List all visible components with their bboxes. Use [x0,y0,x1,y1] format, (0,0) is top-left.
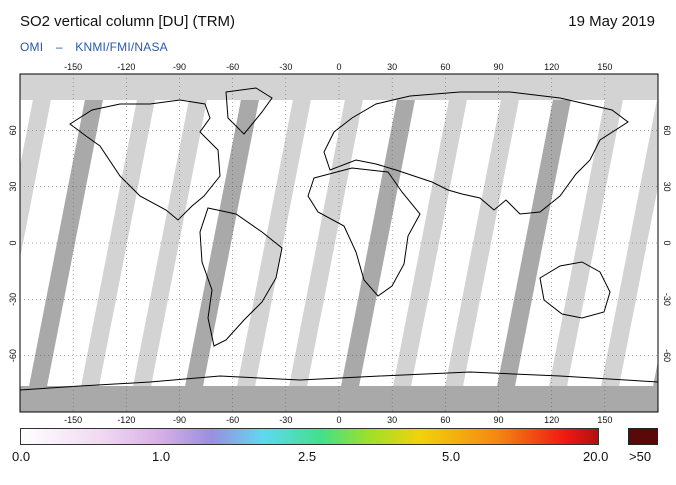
orbit-gap-swath [0,74,4,412]
scale-label-4: 20.0 [583,449,609,464]
overflow-color-box [628,428,658,445]
lon-tick-label-top: -30 [279,62,292,72]
color-scale-gradient [20,428,599,445]
lon-tick-label-bottom: -150 [64,415,82,425]
credit-instrument: OMI [20,40,44,54]
lat-tick-label-right: -60 [662,349,672,362]
orbit-gap-swath [336,74,420,412]
no-data-swaths [0,74,658,412]
lat-tick-label-right: -30 [662,293,672,306]
lat-tick-label-right: 30 [662,182,672,192]
lon-tick-label-top: -150 [64,62,82,72]
lon-tick-label-top: 150 [597,62,612,72]
lon-tick-label-top: 120 [544,62,559,72]
lon-tick-label-bottom: 90 [493,415,503,425]
graticule [20,74,658,412]
lat-tick-label-left: 0 [8,240,18,245]
lon-tick-label-top: 30 [387,62,397,72]
orbit-gap-swath [128,74,212,412]
lon-tick-label-bottom: 30 [387,415,397,425]
lat-tick-label-right: 0 [662,240,672,245]
lat-tick-label-right: 60 [662,125,672,135]
data-credit: OMI – KNMI/FMI/NASA [20,40,168,54]
scale-label-0: 0.0 [12,449,31,464]
orbit-gap-swath [492,74,576,412]
scale-label-5: >50 [629,449,652,464]
credit-separator: – [55,40,63,54]
orbit-gap-swath [388,74,472,412]
greenland-coast [225,87,273,135]
orbit-gap-swath [20,74,56,259]
chart-title: SO2 vertical column [DU] (TRM) [20,13,236,30]
lon-tick-label-bottom: 150 [597,415,612,425]
axis-ticks: -150 -150 -120 -120 -90 -90 -60 -60 -30 -30 0 0 30 30… [8,62,672,425]
color-scale-frame [20,428,599,445]
lon-tick-label-bottom: 60 [440,415,450,425]
orbit-gap-swath [284,74,368,412]
lon-tick-label-bottom: 0 [336,415,341,425]
orbit-gap-swath [76,74,160,412]
orbit-gap-swath [232,74,316,412]
orbit-gap-swath [596,94,658,412]
lon-tick-label-bottom: -120 [117,415,135,425]
credit-organizations: KNMI/FMI/NASA [75,40,168,54]
scale-label-1: 1.0 [152,449,171,464]
antarctica-coast [20,371,658,391]
lon-tick-label-bottom: -90 [173,415,186,425]
lon-tick-label-top: -120 [117,62,135,72]
lon-tick-label-top: 60 [440,62,450,72]
lon-tick-label-top: -60 [226,62,239,72]
lon-tick-label-top: -90 [173,62,186,72]
lat-tick-label-left: 30 [8,182,18,192]
australia-coast [539,261,611,319]
orbit-gap-swath [440,74,524,412]
eurasia-coast [323,91,629,215]
lon-tick-label-top: 0 [336,62,341,72]
scale-label-3: 5.0 [442,449,461,464]
orbit-gap-swath [24,74,108,412]
lon-tick-label-top: 90 [493,62,503,72]
lon-tick-label-bottom: -30 [279,415,292,425]
lat-tick-label-left: 60 [8,125,18,135]
lat-tick-label-left: -30 [8,293,18,306]
lon-tick-label-bottom: 120 [544,415,559,425]
date-label: 19 May 2019 [568,13,655,30]
south-america-coast [199,207,283,347]
north-america-coast [69,99,221,221]
lon-tick-label-bottom: -60 [226,415,239,425]
scale-label-2: 2.5 [298,449,317,464]
lat-tick-label-left: -60 [8,349,18,362]
orbit-gap-swath [180,74,264,412]
orbit-gap-swath [544,74,628,412]
